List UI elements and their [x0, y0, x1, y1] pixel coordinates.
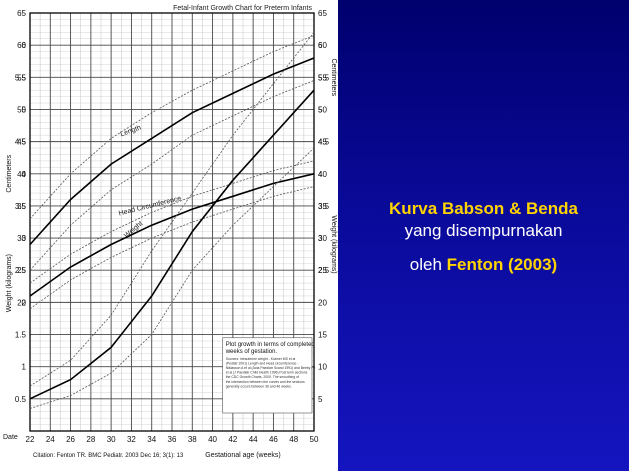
left-axis-label-cm: Centimeters: [6, 154, 13, 192]
chart-labels: Fetal-Infant Growth Chart for Preterm In…: [3, 5, 337, 459]
tick-label-kg-left: 3.5: [15, 202, 27, 211]
tick-label-x: 26: [66, 435, 75, 444]
tick-label-x: 44: [249, 435, 258, 444]
legend-note-line: et al (J Paediatr Child Health 1996) Pos…: [226, 371, 308, 375]
tick-label-cm-right: 50: [318, 105, 327, 114]
tick-label-kg-left: 3: [22, 234, 27, 243]
legend-note-line: (Pediatr 2001) Length and Head circumfer…: [226, 361, 299, 365]
curve-weight-median: [29, 89, 315, 400]
tick-label-kg-left: 0.5: [15, 395, 27, 404]
tick-label-cm-left: 45: [17, 138, 26, 147]
tick-label-kg-right: 3.5: [318, 202, 330, 211]
tick-label-cm-right: 60: [318, 41, 327, 50]
legend-note-line: the CDC Growth Charts, 2000. The smoothi…: [226, 375, 299, 379]
tick-label-cm-right: 5: [318, 395, 323, 404]
tick-label-kg-right: 3: [318, 234, 323, 243]
tick-label-cm-right: 35: [318, 202, 327, 211]
curve-weight-lower: [29, 147, 315, 409]
curve-head-upper: [29, 160, 315, 284]
caption-author: Fenton (2003): [446, 255, 558, 274]
tick-label-x: 30: [107, 435, 116, 444]
tick-label-cm-right: 30: [318, 234, 327, 243]
tick-label-x: 50: [310, 435, 319, 444]
curve-length-lower: [29, 80, 315, 271]
tick-label-cm-left: 55: [17, 73, 26, 82]
caption-subtitle: yang disempurnakan: [404, 221, 563, 240]
curve-length-upper: [29, 35, 315, 220]
chart-citation: Citation: Fenton TR. BMC Pediatr. 2003 D…: [33, 453, 184, 459]
legend-heading-2: weeks of gestation.: [225, 349, 278, 355]
tick-label-kg-right: 4: [318, 170, 323, 179]
growth-chart: Fetal-Infant Growth Chart for Preterm In…: [3, 5, 337, 459]
tick-label-kg-left: 6: [22, 41, 27, 50]
tick-label-kg-left: 5: [22, 105, 27, 114]
tick-label-kg-left: 1: [22, 363, 27, 372]
tick-label-cm-right: 25: [318, 266, 327, 275]
right-axis-label-cm: Centimeters: [330, 58, 337, 96]
tick-label-kg-right: 5.5: [318, 73, 330, 82]
chart-curves: [29, 32, 315, 409]
tick-label-x: 22: [26, 435, 35, 444]
tick-label-cm-left: 50: [17, 105, 26, 114]
tick-label-kg-left: 2: [22, 298, 27, 307]
tick-label-kg-right: 2.5: [318, 266, 330, 275]
tick-label-cm-left: 20: [17, 298, 26, 307]
tick-label-kg-right: 4.5: [318, 138, 330, 147]
legend-note-line: Niklasson A et al (Acta Paediatr Scand 1…: [226, 366, 316, 370]
legend-heading-1: Plot growth in terms of completed: [226, 342, 315, 348]
curve-length-median: [29, 57, 315, 246]
tick-label-cm-right: 65: [318, 9, 327, 18]
tick-label-cm-left: 35: [17, 202, 26, 211]
tick-label-cm-right: 45: [318, 138, 327, 147]
tick-label-x: 42: [228, 435, 237, 444]
tick-label-x: 24: [46, 435, 55, 444]
left-axis-label-kg: Weight (kilograms): [6, 254, 13, 312]
tick-label-kg-right: 5: [318, 105, 323, 114]
tick-label-cm-left: 40: [17, 170, 26, 179]
curve-label-length: Length: [120, 124, 143, 138]
tick-label-x: 32: [127, 435, 136, 444]
caption-attribution: oleh Fenton (2003): [338, 254, 629, 276]
legend-note-line: generally occurs between 36 and 46 weeks…: [226, 384, 292, 388]
tick-label-x: 46: [269, 435, 278, 444]
tick-label-kg-left: 4.5: [15, 138, 27, 147]
tick-label-kg-left: 2.5: [15, 266, 27, 275]
curve-head-median: [29, 173, 315, 297]
caption-attribution-prefix: oleh: [409, 255, 447, 274]
legend-note-line: Sources: intrauterine weight - Kramer MS…: [226, 357, 296, 361]
legend-note-line: the intersection between the curves and …: [226, 380, 305, 384]
slide-caption: Kurva Babson & Benda yang disempurnakan …: [338, 198, 629, 276]
tick-label-cm-right: 10: [318, 363, 327, 372]
curve-head-lower: [29, 186, 315, 310]
tick-label-cm-right: 15: [318, 331, 327, 340]
tick-label-cm-left: 30: [17, 234, 26, 243]
right-axis-label-kg: Weight (kilograms): [330, 215, 337, 273]
tick-label-x: 48: [289, 435, 298, 444]
chart-title: Fetal-Infant Growth Chart for Preterm In…: [173, 5, 312, 12]
tick-label-cm-left: 60: [17, 41, 26, 50]
x-corner-label: Date: [3, 434, 18, 441]
chart-frame: [29, 12, 315, 432]
tick-label-x: 36: [168, 435, 177, 444]
tick-label-x: 28: [86, 435, 95, 444]
tick-label-cm-right: 55: [318, 73, 327, 82]
growth-chart-panel: Fetal-Infant Growth Chart for Preterm In…: [3, 5, 337, 459]
legend-box: [222, 337, 313, 414]
tick-label-kg-left: 1.5: [15, 331, 27, 340]
tick-label-kg-right: 6: [318, 41, 323, 50]
x-axis-label: Gestational age (weeks): [205, 452, 280, 459]
tick-label-kg-left: 5.5: [15, 73, 27, 82]
tick-label-cm-right: 40: [318, 170, 327, 179]
tick-label-x: 38: [188, 435, 197, 444]
tick-label-cm-right: 20: [318, 298, 327, 307]
tick-label-cm-left: 25: [17, 266, 26, 275]
tick-label-kg-left: 4: [22, 170, 27, 179]
tick-label-cm-left: 65: [17, 9, 26, 18]
tick-label-x: 40: [208, 435, 217, 444]
tick-label-x: 34: [147, 435, 156, 444]
caption-title: Kurva Babson & Benda: [389, 199, 578, 218]
